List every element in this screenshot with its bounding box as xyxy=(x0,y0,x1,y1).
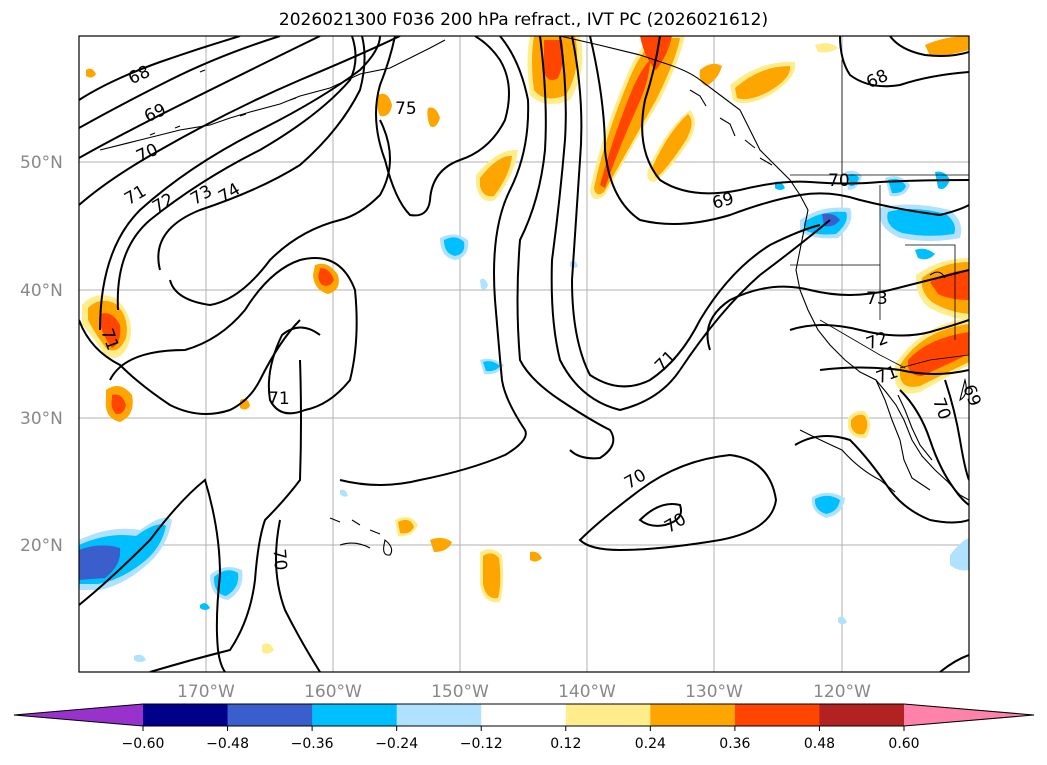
contour-label: 70 xyxy=(828,171,850,191)
contour-label: 71 xyxy=(268,389,290,409)
colorbar-tick-label: 0.24 xyxy=(635,736,666,752)
latitude-labels: 50°N 40°N 30°N 20°N xyxy=(20,153,63,556)
colorbar-tick-label: −0.24 xyxy=(375,736,418,752)
colorbar-bin xyxy=(565,704,651,726)
coastlines xyxy=(99,36,969,556)
lon-label: 120°W xyxy=(813,682,871,702)
map-area xyxy=(79,36,969,672)
refractivity-contours xyxy=(79,36,969,672)
contour-label: 75 xyxy=(395,99,417,119)
colorbar-tick-label: 0.48 xyxy=(804,736,835,752)
colorbar-tick-label: −0.36 xyxy=(291,736,334,752)
political-borders xyxy=(790,60,969,369)
colorbar-tick-label: −0.60 xyxy=(122,736,165,752)
lon-label: 150°W xyxy=(431,682,489,702)
colorbar-tick-label: 0.36 xyxy=(719,736,750,752)
colorbar: −0.60 −0.48 −0.36 −0.24 −0.12 0.12 0.24 0.36 0.4… xyxy=(13,703,1035,752)
lon-label: 140°W xyxy=(558,682,616,702)
colorbar-bin xyxy=(312,704,398,726)
colorbar-bin xyxy=(396,704,482,726)
colorbar-tick-label: 0.60 xyxy=(888,736,919,752)
colorbar-bin xyxy=(734,704,820,726)
contour-label: 70 xyxy=(268,548,290,571)
lat-label: 20°N xyxy=(20,536,63,556)
lat-label: 30°N xyxy=(20,409,63,429)
lat-label: 50°N xyxy=(20,153,63,173)
colorbar-tick-label: 0.12 xyxy=(550,736,581,752)
ivt-negative-anomalies xyxy=(79,170,969,662)
contour-label: 73 xyxy=(866,289,888,309)
colorbar-bin xyxy=(650,704,736,726)
map-title: 2026021300 F036 200 hPa refract., IVT PC… xyxy=(278,10,769,30)
colorbar-bin xyxy=(227,704,313,726)
colorbar-extend-high xyxy=(904,704,1034,726)
colorbar-bin xyxy=(819,704,905,726)
map-frame xyxy=(78,35,970,673)
colorbar-bin xyxy=(481,704,567,726)
lat-label: 40°N xyxy=(20,281,63,301)
colorbar-extend-low xyxy=(14,704,143,726)
lon-label: 170°W xyxy=(177,682,235,702)
lon-label: 160°W xyxy=(304,682,362,702)
colorbar-tick-label: −0.12 xyxy=(460,736,503,752)
lon-label: 130°W xyxy=(685,682,743,702)
colorbar-bin xyxy=(143,704,229,726)
longitude-labels: 170°W 160°W 150°W 140°W 130°W 120°W xyxy=(177,682,871,702)
colorbar-tick-label: −0.48 xyxy=(206,736,249,752)
